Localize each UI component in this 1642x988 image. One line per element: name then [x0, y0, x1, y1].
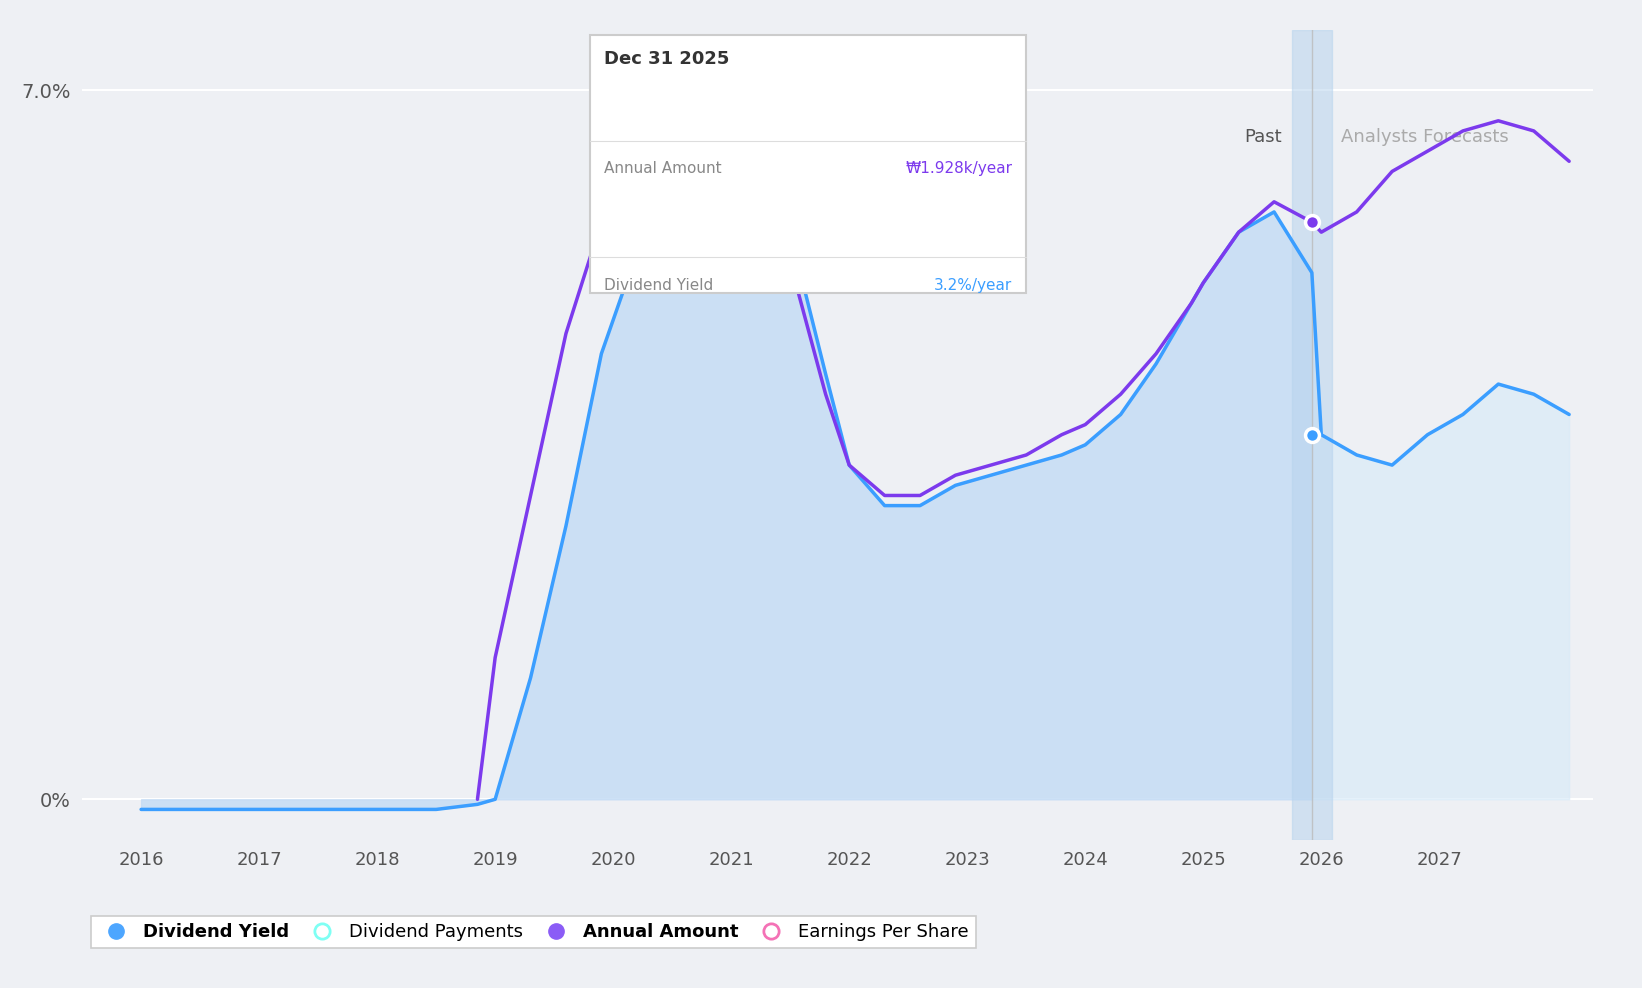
FancyBboxPatch shape	[589, 35, 1026, 292]
Text: Dividend Yield: Dividend Yield	[604, 278, 713, 292]
Text: Dec 31 2025: Dec 31 2025	[604, 49, 729, 68]
Text: Annual Amount: Annual Amount	[604, 161, 721, 176]
Text: 3.2%/year: 3.2%/year	[934, 278, 1011, 292]
Text: ₩1.928k/year: ₩1.928k/year	[905, 161, 1011, 176]
Text: Past: Past	[1245, 128, 1282, 146]
Legend: Dividend Yield, Dividend Payments, Annual Amount, Earnings Per Share: Dividend Yield, Dividend Payments, Annua…	[90, 916, 975, 948]
Bar	[1292, 30, 1332, 840]
Text: Analysts Forecasts: Analysts Forecasts	[1342, 128, 1509, 146]
